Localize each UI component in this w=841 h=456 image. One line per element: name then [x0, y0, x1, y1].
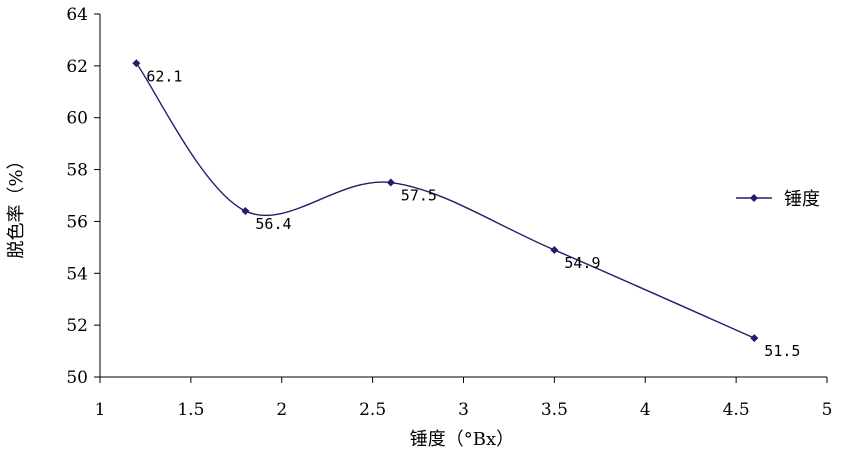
x-tick-label: 4.5	[723, 400, 750, 420]
legend-label: 锤度	[784, 189, 820, 210]
y-axis-title: 脱色率（%）	[6, 151, 27, 258]
y-tick-label: 52	[66, 316, 88, 336]
legend-marker	[750, 194, 758, 202]
x-tick-label: 2	[276, 400, 287, 420]
x-tick-label: 3.5	[541, 400, 568, 420]
tick-labels: 50 52 54 56 58 60 62 64 1 1.5 2 2.5 3 3.5 4 4.5 5	[66, 5, 832, 420]
x-tick-label: 4	[640, 400, 651, 420]
y-tick-label: 50	[66, 368, 88, 388]
x-tick-label: 1.5	[177, 400, 204, 420]
y-tick-label: 64	[66, 5, 88, 25]
x-axis-title: 锤度（°Bx）	[410, 429, 514, 450]
x-tick-label: 2.5	[359, 400, 386, 420]
data-point	[550, 245, 559, 254]
series-line	[135, 62, 755, 339]
legend: 锤度	[736, 189, 820, 210]
series-layer: 62.1 56.4 57.5 54.9 51.5	[132, 59, 800, 360]
data-point	[241, 207, 250, 216]
axes	[94, 13, 828, 383]
x-tick-label: 3	[458, 400, 469, 420]
x-tick-label: 1	[95, 400, 106, 420]
data-label: 57.5	[401, 187, 437, 205]
y-tick-label: 56	[66, 212, 88, 232]
x-tick-label: 5	[822, 400, 833, 420]
data-label: 56.4	[255, 215, 291, 233]
data-label: 62.1	[146, 67, 182, 85]
data-point	[750, 334, 759, 343]
y-tick-label: 58	[66, 161, 88, 181]
data-label: 54.9	[564, 254, 600, 272]
data-point	[386, 178, 395, 187]
y-tick-label: 54	[66, 264, 88, 284]
y-tick-label: 60	[66, 109, 88, 129]
data-label: 51.5	[764, 342, 800, 360]
data-point	[132, 59, 141, 68]
y-tick-label: 62	[66, 57, 88, 77]
